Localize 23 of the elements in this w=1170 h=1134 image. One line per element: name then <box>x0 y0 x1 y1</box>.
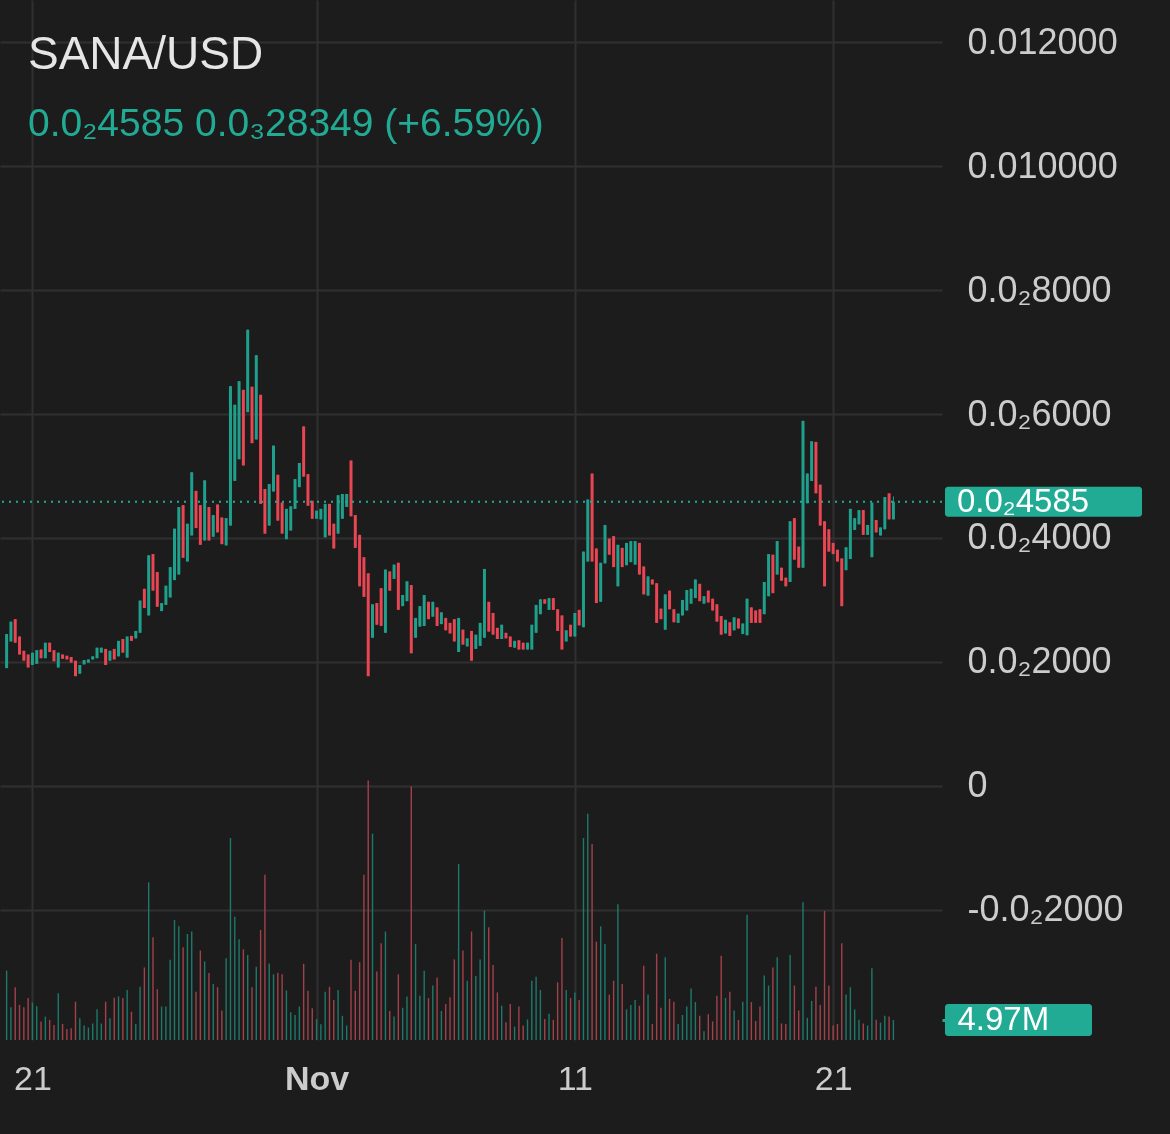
y2-tick-label: 4.97M <box>957 1000 1050 1038</box>
candlestick <box>211 514 215 538</box>
y-tick-label: 0.0₂4000 <box>967 516 1112 558</box>
x-tick-label: Nov <box>284 1058 350 1097</box>
candlestick <box>388 570 392 592</box>
y-tick-label: 0.0₂2000 <box>967 640 1112 682</box>
y-tick-label: 0.010000 <box>967 144 1118 186</box>
candlestick <box>719 615 723 636</box>
candlestick <box>375 602 379 626</box>
x-tick-label: 21 <box>14 1058 52 1097</box>
x-tick-label: 11 <box>557 1058 593 1097</box>
ref-line-label: 0.0₂4585 <box>957 481 1090 519</box>
candlestick <box>646 575 650 597</box>
candlestick <box>633 540 637 566</box>
y-tick-label: 0.0₂8000 <box>967 268 1112 310</box>
text: SANA/USD <box>28 27 264 79</box>
y-tick-label: 0.0₂6000 <box>967 392 1112 434</box>
x-tick-label: 21 <box>814 1058 853 1097</box>
candlestick <box>435 606 439 627</box>
text: 0.0₂4585 0.0₃28349 (+6.59%) <box>28 101 544 144</box>
y-tick-label: 0 <box>967 764 988 806</box>
y-tick-label: -0.0₂2000 <box>967 888 1124 930</box>
y-tick-label: 0.012000 <box>967 20 1118 62</box>
